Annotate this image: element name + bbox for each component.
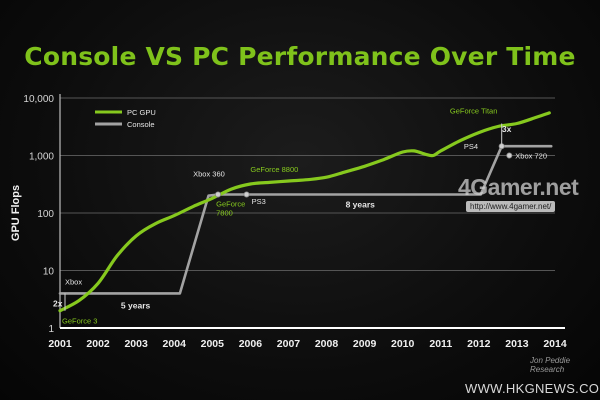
annotation-3x: 3x — [502, 124, 512, 134]
y-tick-label: 100 — [37, 209, 54, 220]
x-tick-label: 2001 — [48, 338, 72, 350]
annotation-geforce-titan: GeForce Titan — [450, 107, 498, 116]
watermark-url: http://www.4gamer.net/ — [466, 201, 556, 212]
x-tick-label: 2011 — [429, 338, 452, 350]
site-url: WWW.HKGNEWS.COM — [465, 381, 600, 396]
legend-label-pc-gpu: PC GPU — [127, 108, 156, 117]
x-tick-label: 2014 — [543, 338, 567, 350]
pc-gpu-line — [58, 111, 551, 313]
legend-label-console: Console — [127, 120, 155, 129]
annotation-ps3: PS3 — [252, 197, 266, 206]
source-note: Jon Peddie Research — [530, 356, 571, 374]
y-tick-label: 10 — [43, 267, 55, 278]
annotation-2x: 2x — [53, 298, 63, 308]
x-tick-label: 2008 — [315, 338, 339, 350]
annotation-8-years: 8 years — [346, 199, 376, 209]
annotation-geforce-8800: GeForce 8800 — [250, 165, 298, 174]
annotation-5-years: 5 years — [121, 300, 151, 310]
console-line — [58, 144, 553, 295]
y-axis-title: GPU Flops — [10, 185, 22, 241]
x-tick-label: 2012 — [467, 338, 491, 350]
x-tick-label: 2002 — [86, 338, 110, 350]
console-marker — [215, 191, 222, 198]
annotation-xbox-360: Xbox 360 — [193, 169, 225, 178]
x-tick-label: 2005 — [201, 338, 225, 350]
watermark-brand: 4Gamer.net — [458, 174, 579, 200]
console-marker — [243, 191, 250, 198]
x-tick-label: 2010 — [391, 338, 415, 350]
annotation-geforce-7800: GeForce 7800 — [216, 199, 245, 217]
x-tick-label: 2013 — [505, 338, 529, 350]
x-tick-label: 2006 — [239, 338, 263, 350]
annotation-xbox-720: Xbox 720 — [515, 152, 547, 161]
y-tick-label: 10,000 — [23, 94, 54, 105]
annotation-xbox: Xbox — [65, 277, 82, 286]
annotation-geforce-3: GeForce 3 — [62, 317, 97, 326]
y-tick-label: 1,000 — [29, 152, 54, 163]
x-tick-label: 2007 — [277, 338, 301, 350]
x-tick-label: 2004 — [163, 338, 187, 350]
chart-title: Console VS PC Performance Over Time — [24, 42, 576, 71]
y-tick-label: 1 — [48, 324, 54, 335]
x-tick-label: 2009 — [353, 338, 377, 350]
console-marker — [506, 152, 513, 159]
x-tick-label: 2003 — [124, 338, 148, 350]
annotation-ps4: PS4 — [464, 142, 478, 151]
